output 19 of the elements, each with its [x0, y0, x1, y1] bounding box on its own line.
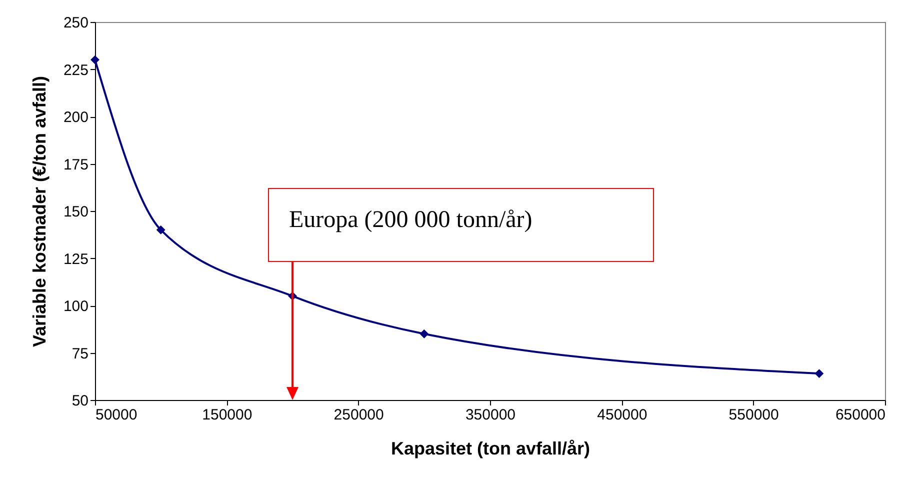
y-tick-label: 100 — [63, 298, 88, 315]
x-tick-label: 50000 — [96, 406, 138, 424]
x-tick-label: 650000 — [835, 406, 886, 424]
y-tick-label: 225 — [63, 62, 88, 79]
x-tick-label: 350000 — [465, 406, 516, 424]
y-tick-label: 200 — [63, 109, 88, 126]
x-tick-label: 450000 — [597, 406, 648, 424]
y-tick-label: 50 — [72, 392, 88, 410]
x-tick-label: 150000 — [202, 406, 252, 424]
y-tick-label: 175 — [63, 156, 88, 174]
x-tick-label: 250000 — [334, 406, 384, 424]
y-tick-label: 150 — [63, 204, 88, 220]
x-axis-title: Kapasitet (ton avfall/år) — [390, 438, 590, 458]
y-tick-label: 250 — [63, 14, 88, 32]
y-tick-label: 125 — [63, 250, 88, 268]
ref-line-label: Europa (200 000 tonn/år) — [268, 188, 654, 262]
y-axis-title: Variable kostnader (€/ton avfall) — [29, 76, 50, 348]
y-tick-label: 75 — [72, 345, 88, 362]
x-tick-label: 550000 — [728, 406, 779, 424]
